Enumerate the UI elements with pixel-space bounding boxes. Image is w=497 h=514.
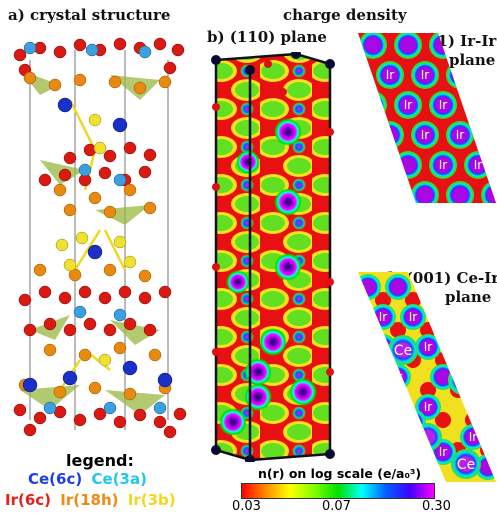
legend-ir3b: Ir(3b)	[127, 491, 176, 509]
panel-c-title-line2: plane	[449, 51, 496, 69]
panel-c-density-map: Ir Ir Ir Ir Ir Ir Ir Ir	[358, 33, 496, 203]
panel-b-title: b) (110) plane	[207, 28, 327, 46]
legend-ir18h: Ir(18h)	[60, 491, 119, 509]
ce-3a-atoms	[23, 41, 167, 415]
ir-label-d1: Ir	[379, 310, 388, 324]
ir-label-c2: Ir	[421, 68, 430, 82]
ir-label-d5: Ir	[424, 400, 433, 414]
ce-label-d2: Ce	[454, 373, 472, 389]
ir-label-c3: Ir	[404, 98, 413, 112]
ir-6c-atoms	[13, 37, 187, 439]
ir-label-d3: Ir	[424, 340, 433, 354]
legend-ir6c: Ir(6c)	[5, 491, 52, 509]
ir-label-d7: Ir	[439, 445, 448, 459]
panel-a-title: a) crystal structure	[8, 6, 171, 24]
ir-label-c7: Ir	[439, 158, 448, 172]
crystal-structure-image	[13, 37, 187, 439]
ir-18h-atoms	[18, 71, 172, 401]
colorbar-tick-min: 0.03	[232, 499, 261, 514]
legend-row-ce: Ce(6c) Ce(3a)	[28, 470, 147, 488]
ir-label-c6: Ir	[456, 128, 465, 142]
frame-atoms	[211, 52, 335, 462]
ir-label-c4: Ir	[439, 98, 448, 112]
ir-3b-atoms	[55, 113, 137, 367]
legend-ce3a: Ce(3a)	[91, 470, 147, 488]
ir-label-c8: Ir	[474, 158, 483, 172]
colorbar-tick-max: 0.30	[422, 499, 451, 514]
ir-label-c5: Ir	[421, 128, 430, 142]
colorbar-tick-mid: 0.07	[322, 499, 351, 514]
charge-density-title: charge density	[283, 6, 407, 24]
ir-label-d2: Ir	[409, 310, 418, 324]
ir-label-d4: Ir	[394, 370, 403, 384]
ce-label-d1: Ce	[394, 343, 412, 359]
panel-d-title-line2: plane	[445, 288, 492, 306]
ir-label-c1: Ir	[386, 68, 395, 82]
panel-b-density-map	[211, 52, 335, 462]
ir-label-d6: Ir	[469, 430, 478, 444]
ir-markers-b	[212, 60, 334, 376]
unit-cell-lines	[29, 50, 169, 430]
colorbar	[241, 483, 435, 499]
ce-label-d3: Ce	[457, 457, 475, 473]
panel-d-density-map: Ir Ir Ir Ir Ir Ir Ir Ce Ce Ce	[358, 272, 496, 482]
colorbar-label: n(r) on log scale (e/a₀³)	[258, 466, 422, 481]
atom-density-peaks	[219, 118, 317, 436]
ce-6c-atoms	[22, 97, 173, 393]
legend-heading: legend:	[66, 451, 134, 470]
legend-row-ir: Ir(6c) Ir(18h) Ir(3b)	[5, 491, 176, 509]
legend-ce6c: Ce(6c)	[28, 470, 83, 488]
